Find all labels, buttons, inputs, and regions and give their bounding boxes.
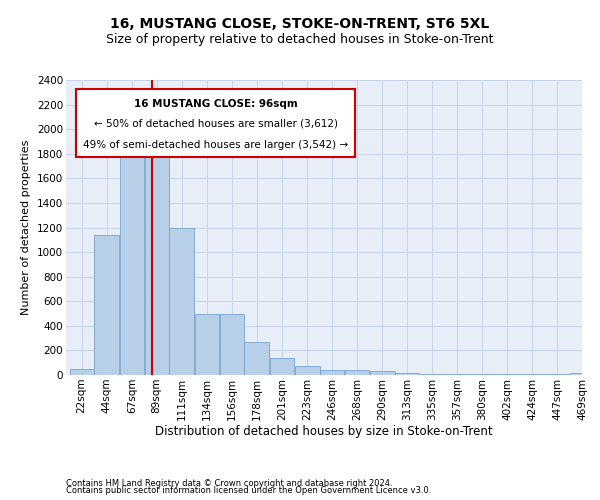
Bar [370,372,395,375]
Bar [145,152,169,375]
Bar [220,314,244,375]
Text: Contains HM Land Registry data © Crown copyright and database right 2024.: Contains HM Land Registry data © Crown c… [66,478,392,488]
Bar [345,370,369,375]
Bar [320,370,344,375]
Bar [520,374,545,375]
X-axis label: Distribution of detached houses by size in Stoke-on-Trent: Distribution of detached houses by size … [155,426,493,438]
Bar [295,366,320,375]
Bar [244,342,269,375]
Bar [270,358,294,375]
FancyBboxPatch shape [76,89,355,156]
Bar [495,374,519,375]
Y-axis label: Number of detached properties: Number of detached properties [22,140,31,315]
Bar [570,372,594,375]
Text: 49% of semi-detached houses are larger (3,542) →: 49% of semi-detached houses are larger (… [83,140,348,150]
Bar [395,373,419,375]
Text: Contains public sector information licensed under the Open Government Licence v3: Contains public sector information licen… [66,486,431,495]
Text: 16 MUSTANG CLOSE: 96sqm: 16 MUSTANG CLOSE: 96sqm [134,99,298,109]
Text: Size of property relative to detached houses in Stoke-on-Trent: Size of property relative to detached ho… [106,32,494,46]
Bar [169,228,194,375]
Text: ← 50% of detached houses are smaller (3,612): ← 50% of detached houses are smaller (3,… [94,118,338,128]
Bar [120,138,144,375]
Bar [470,374,494,375]
Bar [94,235,119,375]
Bar [545,374,569,375]
Bar [70,369,94,375]
Text: 16, MUSTANG CLOSE, STOKE-ON-TRENT, ST6 5XL: 16, MUSTANG CLOSE, STOKE-ON-TRENT, ST6 5… [110,18,490,32]
Bar [195,314,219,375]
Bar [445,374,470,375]
Bar [420,374,444,375]
